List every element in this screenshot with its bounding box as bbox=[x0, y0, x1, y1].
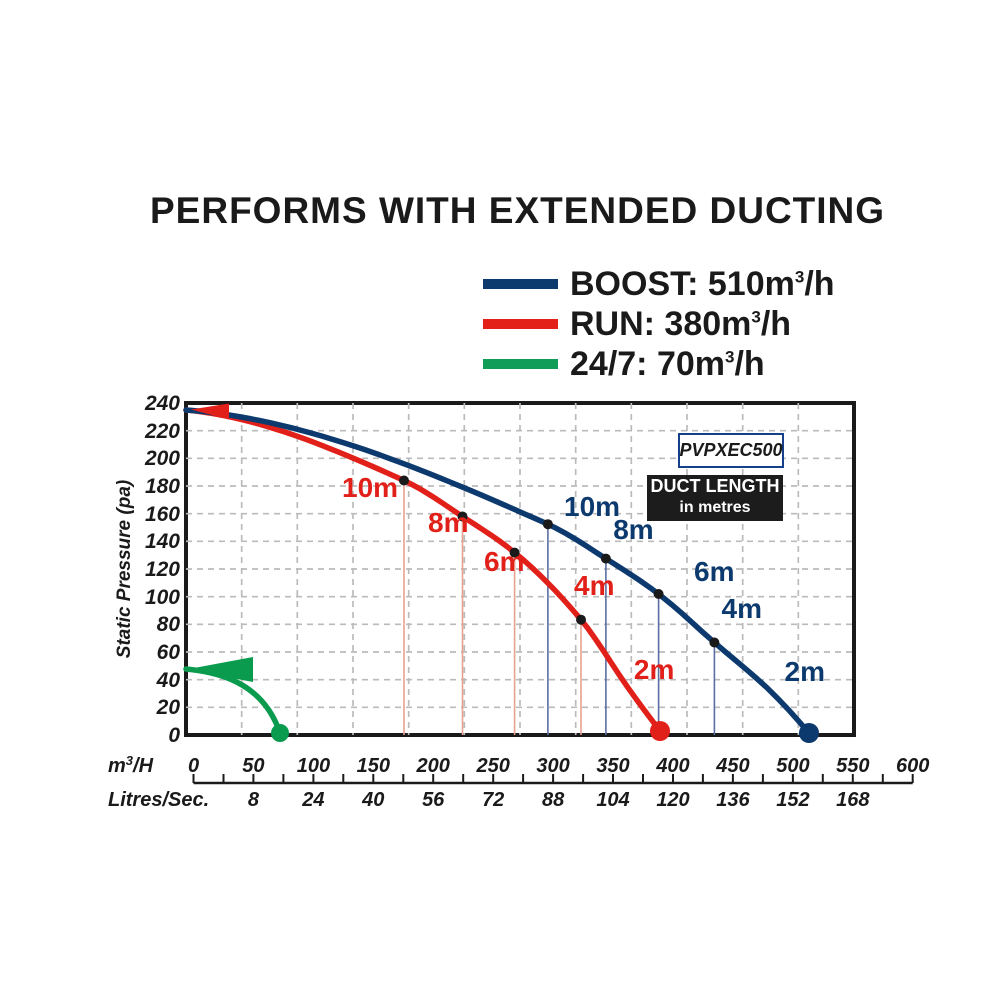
svg-text:550: 550 bbox=[836, 755, 869, 777]
svg-text:140: 140 bbox=[145, 530, 180, 553]
svg-text:Static Pressure (pa): Static Pressure (pa) bbox=[114, 480, 135, 658]
svg-text:60: 60 bbox=[157, 641, 181, 664]
svg-text:152: 152 bbox=[776, 789, 809, 811]
svg-text:450: 450 bbox=[715, 755, 749, 777]
svg-text:350: 350 bbox=[596, 755, 629, 777]
svg-text:6m: 6m bbox=[484, 546, 524, 577]
svg-text:40: 40 bbox=[361, 789, 384, 811]
svg-text:120: 120 bbox=[656, 789, 689, 811]
svg-text:120: 120 bbox=[145, 558, 180, 581]
svg-text:200: 200 bbox=[416, 755, 450, 777]
svg-text:10m: 10m bbox=[342, 472, 398, 503]
svg-text:4m: 4m bbox=[722, 593, 762, 624]
svg-text:160: 160 bbox=[145, 503, 180, 526]
svg-text:8m: 8m bbox=[428, 507, 468, 538]
svg-text:88: 88 bbox=[542, 789, 565, 811]
svg-text:150: 150 bbox=[357, 755, 390, 777]
svg-text:500: 500 bbox=[776, 755, 809, 777]
svg-text:10m: 10m bbox=[564, 491, 620, 522]
svg-text:PVPXEC500: PVPXEC500 bbox=[679, 440, 782, 460]
svg-text:80: 80 bbox=[157, 613, 181, 636]
svg-text:240: 240 bbox=[144, 392, 180, 415]
svg-text:50: 50 bbox=[242, 755, 264, 777]
svg-text:20: 20 bbox=[156, 696, 181, 719]
svg-text:600: 600 bbox=[896, 755, 929, 777]
svg-text:24: 24 bbox=[301, 789, 324, 811]
svg-text:136: 136 bbox=[716, 789, 750, 811]
svg-text:2m: 2m bbox=[785, 656, 825, 687]
svg-text:56: 56 bbox=[422, 789, 445, 811]
svg-text:40: 40 bbox=[156, 669, 181, 692]
svg-text:2m: 2m bbox=[634, 654, 674, 685]
svg-text:100: 100 bbox=[297, 755, 330, 777]
svg-text:6m: 6m bbox=[694, 556, 734, 587]
svg-text:250: 250 bbox=[476, 755, 510, 777]
svg-text:168: 168 bbox=[836, 789, 870, 811]
svg-text:DUCT LENGTH: DUCT LENGTH bbox=[651, 476, 780, 496]
svg-text:220: 220 bbox=[144, 420, 180, 443]
svg-text:200: 200 bbox=[144, 447, 180, 470]
svg-text:104: 104 bbox=[596, 789, 629, 811]
svg-text:72: 72 bbox=[482, 789, 504, 811]
svg-text:0: 0 bbox=[168, 724, 180, 747]
svg-text:4m: 4m bbox=[574, 570, 614, 601]
svg-text:180: 180 bbox=[145, 475, 180, 498]
svg-text:100: 100 bbox=[145, 586, 180, 609]
svg-text:300: 300 bbox=[536, 755, 569, 777]
svg-text:0: 0 bbox=[188, 755, 199, 777]
svg-text:Litres/Sec.: Litres/Sec. bbox=[108, 789, 209, 811]
svg-text:400: 400 bbox=[655, 755, 689, 777]
svg-text:in metres: in metres bbox=[679, 499, 750, 516]
svg-text:8: 8 bbox=[248, 789, 260, 811]
